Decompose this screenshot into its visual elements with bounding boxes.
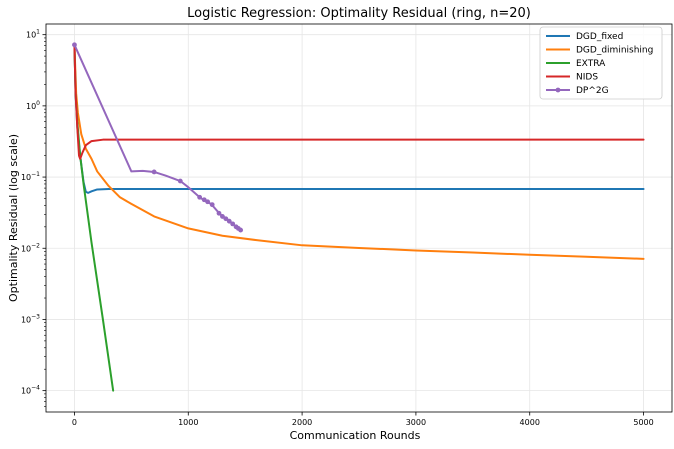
series-marker-dp-2g (223, 216, 229, 222)
series-marker-dp-2g (216, 210, 222, 216)
series-marker-dp-2g (230, 221, 236, 227)
y-tick-label: 100 (26, 100, 40, 111)
y-axis-label: Optimality Residual (log scale) (7, 134, 20, 302)
legend-marker-dp-2g (555, 87, 561, 93)
series-marker-dp-2g (197, 194, 203, 200)
series-marker-dp-2g (209, 202, 215, 208)
series-marker-dp-2g (72, 42, 77, 48)
legend-label-dp-2g: DP^2G (576, 86, 609, 96)
series-marker-dp-2g (177, 178, 183, 184)
legend-label-nids: NIDS (576, 73, 598, 83)
x-axis-label: Communication Rounds (290, 429, 421, 442)
series-marker-dp-2g (151, 169, 157, 175)
series-line-dgd-diminishing (73, 44, 645, 260)
x-tick-label: 3000 (406, 418, 426, 427)
series-line-nids (73, 44, 645, 160)
series-layer (72, 42, 645, 392)
x-tick-label: 1000 (178, 418, 198, 427)
x-tick-label: 5000 (633, 418, 653, 427)
y-tick-label: 10−1 (21, 171, 40, 182)
legend: DGD_fixed DGD_diminishing EXTRA NIDS DP^2G (539, 26, 663, 100)
chart-title: Logistic Regression: Optimality Residual… (187, 6, 531, 21)
y-tick-label: 10−2 (21, 242, 40, 253)
x-tick-label: 0 (72, 418, 77, 427)
plot-area-frame (45, 23, 673, 413)
grid (46, 24, 672, 412)
y-tick-label: 10−4 (21, 385, 40, 396)
x-axis: 0 1000 2000 3000 4000 5000 (72, 412, 654, 427)
x-tick-label: 2000 (292, 418, 312, 427)
x-tick-label: 4000 (520, 418, 540, 427)
series-marker-dp-2g (205, 199, 211, 205)
y-tick-label: 10−3 (21, 313, 40, 324)
y-tick-label: 101 (26, 29, 40, 40)
legend-label-extra: EXTRA (576, 59, 606, 69)
legend-label-dgd-diminishing: DGD_diminishing (576, 46, 653, 56)
y-axis: 10−4 10−3 10−2 10−1 100 101 (21, 29, 46, 407)
legend-label-dgd-fixed: DGD_fixed (576, 32, 623, 42)
series-marker-dp-2g (226, 218, 232, 224)
series-marker-dp-2g (220, 214, 225, 219)
legend-box (539, 26, 663, 100)
series-marker-dp-2g (238, 227, 244, 233)
